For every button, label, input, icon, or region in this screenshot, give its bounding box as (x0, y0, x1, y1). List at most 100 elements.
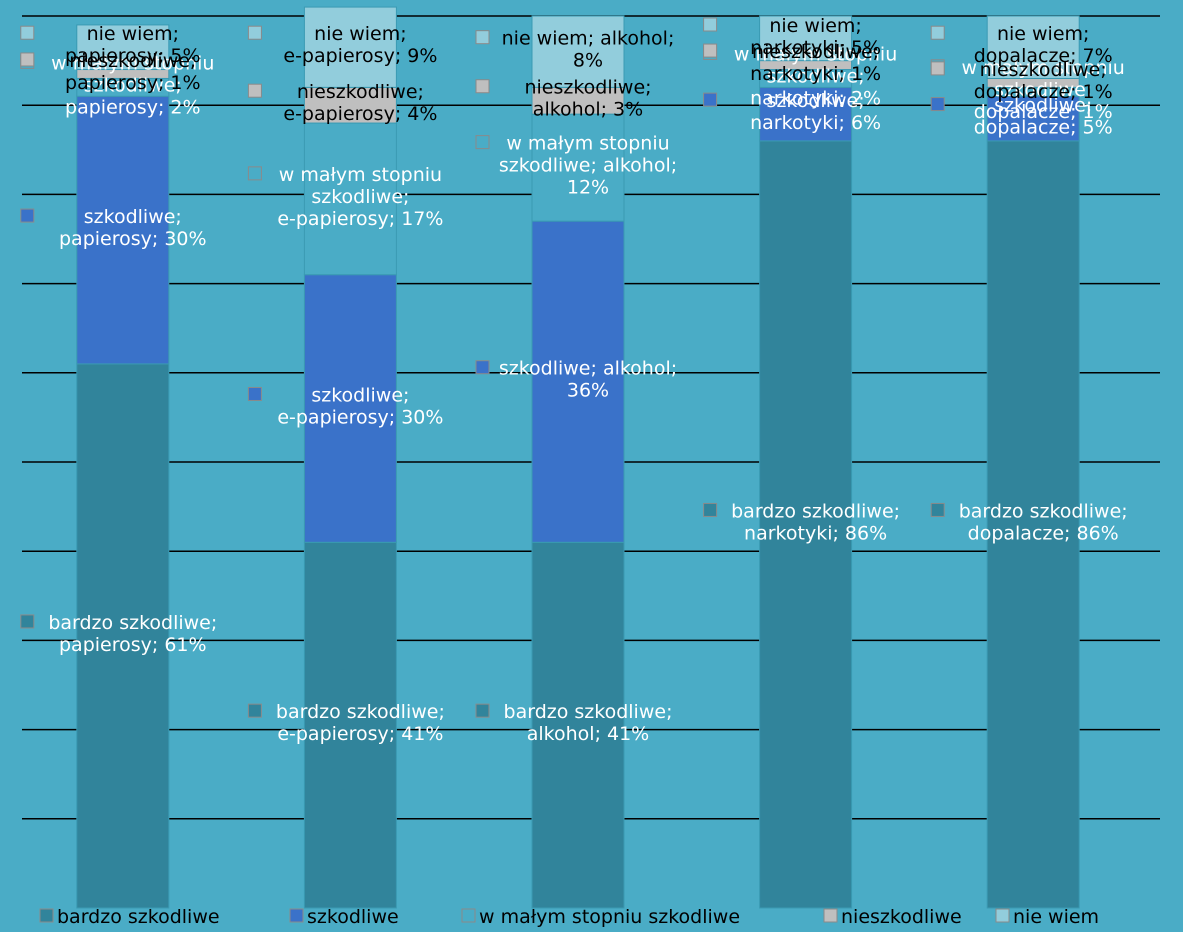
data-label: bardzo szkodliwe; (504, 701, 673, 723)
data-labels: bardzo szkodliwe;papierosy; 61%szkodliwe… (20, 15, 1128, 745)
data-label: narkotyki; 1% (750, 63, 881, 85)
data-label: nieszkodliwe; (297, 81, 424, 103)
data-label-marker (703, 17, 718, 32)
data-label: bardzo szkodliwe; (276, 701, 445, 723)
data-label-marker (475, 135, 490, 150)
legend-label: szkodliwe (307, 906, 399, 928)
data-label: w małym stopniu (279, 164, 442, 186)
data-label-marker (20, 52, 35, 67)
bar-segment (76, 95, 170, 365)
bar-segments (76, 6, 1080, 909)
data-label: szkodliwe; (994, 95, 1092, 117)
data-label-marker (475, 360, 490, 375)
bar-segment (303, 122, 397, 276)
data-label: e-papierosy; 41% (277, 723, 443, 745)
data-label: e-papierosy; 30% (277, 406, 443, 428)
data-label-marker (20, 208, 35, 223)
data-label: nie wiem; alkohol; (502, 28, 675, 50)
bar-segment (303, 6, 397, 88)
data-label: dopalacze; 5% (974, 117, 1113, 139)
bar-segment (303, 86, 397, 124)
data-label: nie wiem; (314, 23, 406, 45)
data-label: szkodliwe; (84, 74, 182, 96)
legend-label: nie wiem (1013, 906, 1099, 928)
data-label-marker (930, 502, 945, 517)
data-label-marker (703, 502, 718, 517)
data-label: nie wiem; (997, 23, 1089, 45)
data-label: dopalacze; 1% (974, 81, 1113, 103)
legend-label: nieszkodliwe (841, 906, 962, 928)
data-label: e-papierosy; 17% (277, 208, 443, 230)
data-label: papierosy; 1% (65, 72, 200, 94)
data-label: papierosy; 30% (59, 228, 207, 250)
data-label-marker (247, 703, 262, 718)
data-label-marker (20, 614, 35, 629)
bar-segment (759, 140, 853, 909)
data-label: w małym stopniu (962, 57, 1125, 79)
data-label: w małym stopniu (734, 43, 897, 65)
data-label: szkodliwe; (84, 206, 182, 228)
data-label: 36% (567, 380, 609, 402)
data-label: narkotyki; 2% (750, 87, 881, 109)
data-label: alkohol; 3% (533, 99, 643, 121)
data-label: bardzo szkodliwe; (731, 500, 900, 522)
data-label: 12% (567, 177, 609, 199)
data-label: narkotyki; 86% (744, 522, 887, 544)
data-label: nieszkodliwe; (69, 50, 196, 72)
data-label: szkodliwe; (311, 384, 409, 406)
data-label: szkodliwe; (767, 65, 865, 87)
data-label-marker (247, 25, 262, 40)
data-label-marker (475, 79, 490, 94)
legend-label: w małym stopniu szkodliwe (479, 906, 740, 928)
bar-segment (986, 95, 1080, 142)
bar-segment (531, 15, 625, 88)
bar-segment (531, 541, 625, 909)
data-label: nie wiem; (769, 15, 861, 37)
bar-segment (531, 113, 625, 222)
legend: bardzo szkodliwe szkodliwe w małym stopniu… (39, 906, 1099, 928)
data-label-marker (703, 92, 718, 107)
data-label-marker (20, 25, 35, 40)
bar-segment (986, 140, 1080, 909)
data-label-marker (247, 386, 262, 401)
data-label: dopalacze; 1% (974, 101, 1113, 123)
data-label-marker (247, 166, 262, 181)
legend-marker (995, 908, 1010, 923)
data-label: alkohol; 41% (527, 723, 650, 745)
data-label-marker (930, 25, 945, 40)
legend-marker (461, 908, 476, 923)
legend-marker (289, 908, 304, 923)
data-label: 8% (573, 50, 603, 72)
data-label: szkodliwe; (767, 90, 865, 112)
data-label: papierosy; 2% (65, 96, 200, 118)
data-label-marker (247, 83, 262, 98)
data-label: nieszkodliwe; (980, 59, 1107, 81)
bar-segment (759, 15, 853, 62)
data-label: papierosy; 61% (59, 634, 207, 656)
legend-label: bardzo szkodliwe (57, 906, 220, 928)
bar-segment (303, 274, 397, 543)
data-label: w małym stopniu (51, 52, 214, 74)
bar-segment (531, 220, 625, 543)
bar-segment (531, 86, 625, 115)
data-label: nieszkodliwe; (752, 41, 879, 63)
data-label: dopalacze; 7% (974, 45, 1113, 67)
data-label: e-papierosy; 9% (283, 45, 437, 67)
data-label: szkodliwe; alkohol; (499, 155, 677, 177)
bar-segment (303, 541, 397, 909)
legend-marker (823, 908, 838, 923)
data-label: dopalacze; 86% (968, 522, 1119, 544)
data-label: w małym stopniu (506, 133, 669, 155)
data-label: bardzo szkodliwe; (48, 612, 217, 634)
data-label: szkodliwe; alkohol; (499, 358, 677, 380)
data-label: narkotyki; 6% (750, 112, 881, 134)
data-label: szkodliwe; (311, 186, 409, 208)
data-label: nieszkodliwe; (524, 77, 651, 99)
data-label-marker (475, 703, 490, 718)
legend-marker (39, 908, 54, 923)
data-label: szkodliwe; (994, 79, 1092, 101)
bar-segment (76, 24, 170, 71)
data-label-marker (930, 61, 945, 76)
data-label: papierosy; 5% (65, 45, 200, 67)
